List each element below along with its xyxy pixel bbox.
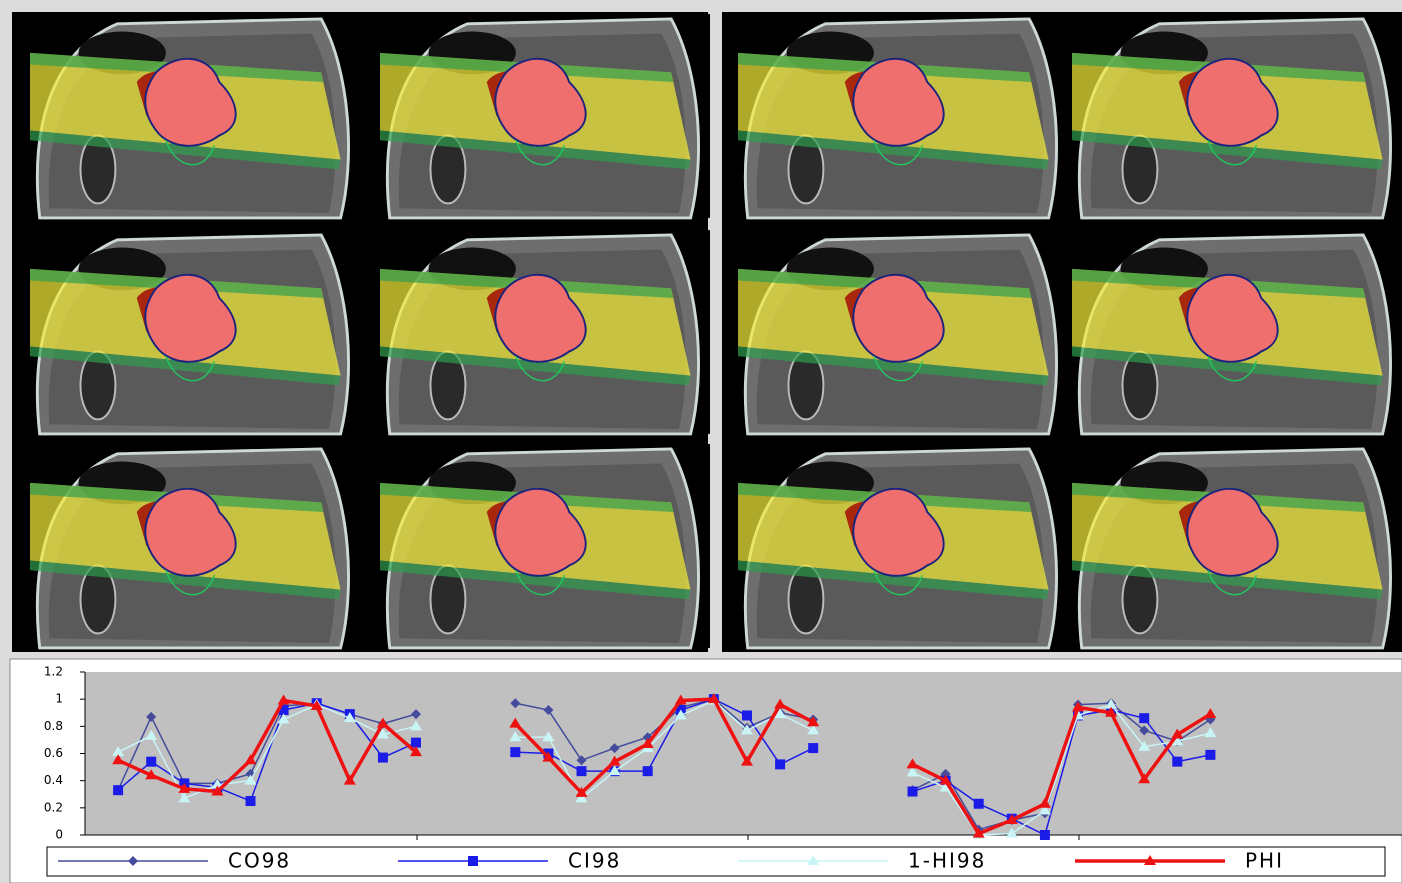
marker [908,787,918,797]
marker [246,796,256,806]
legend-label: CO98 [228,849,291,873]
ct-slice [1072,14,1402,218]
marker [974,799,984,809]
ct-slice [738,230,1068,434]
ct-slice [380,230,710,434]
marker [113,785,123,795]
legend-label: CI98 [568,849,621,873]
marker [411,738,421,748]
marker [1205,750,1215,760]
marker [378,753,388,763]
marker [146,757,156,767]
marker [775,759,785,769]
y-tick-label: 0.2 [44,800,63,814]
marker [742,710,752,720]
marker [643,766,653,776]
marker [1040,830,1050,840]
page: {"chart_data": { "type": "line", "catego… [0,0,1402,883]
y-tick-label: 1.2 [44,665,63,679]
y-tick-label: 0.4 [44,773,63,787]
marker [510,747,520,757]
ct-slice [1072,444,1402,648]
y-tick-label: 0.6 [44,746,63,760]
ct-slice [380,14,710,218]
figure: 0 0.2 0.4 0.6 0.8 1 1.2 CO98 CI98 1-HI98 PHI [0,0,1402,883]
ct-slice [738,14,1068,218]
marker [1139,713,1149,723]
marker [468,856,478,866]
y-tick-label: 0.8 [44,719,63,733]
legend-label: PHI [1245,849,1284,873]
marker [577,766,587,776]
ct-slice [30,14,360,218]
ct-slice [1072,230,1402,434]
ct-slice [30,230,360,434]
legend-label: 1-HI98 [908,849,986,873]
marker [1172,757,1182,767]
y-tick-label: 1 [55,692,63,706]
ct-slice [738,444,1068,648]
marker [808,743,818,753]
ct-slice [380,444,710,648]
ct-slice [30,444,360,648]
y-tick-label: 0 [55,828,63,842]
